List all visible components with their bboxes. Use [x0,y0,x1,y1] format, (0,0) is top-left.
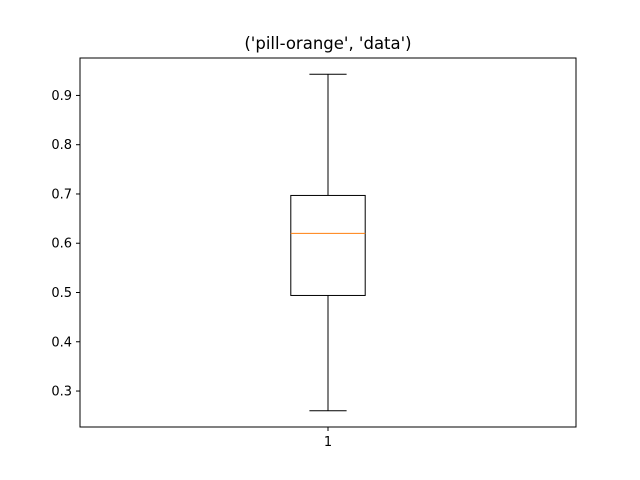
y-tick-label: 0.6 [51,237,72,252]
y-tick-label: 0.4 [51,335,72,350]
y-tick-label: 0.9 [51,89,72,104]
y-axis: 0.3 0.4 0.5 0.6 0.7 0.8 0.9 [51,89,80,400]
chart-title: ('pill-orange', 'data') [244,34,411,53]
x-tick-label: 1 [324,435,332,450]
x-axis: 1 [324,427,332,450]
box-series [290,73,366,412]
y-tick-label: 0.7 [51,187,72,202]
y-tick-label: 0.3 [51,385,72,400]
y-tick-label: 0.5 [51,286,72,301]
interquartile-box [290,194,366,296]
y-tick-label: 0.8 [51,138,72,153]
